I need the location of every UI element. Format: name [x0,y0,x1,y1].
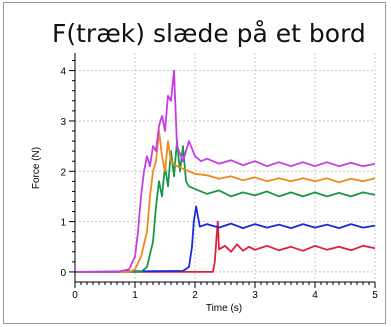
y-tick-label: 0 [60,268,66,279]
y-tick-label: 4 [60,67,66,78]
grid [74,53,376,282]
x-tick-label: 1 [132,290,138,301]
axes: 0 1 2 3 4 5 0 1 2 3 4 [60,53,378,301]
series-line-5 [75,69,376,273]
x-tick-label: 0 [72,290,78,301]
series-line-1 [75,220,376,273]
y-tick-label: 1 [60,218,66,229]
x-tick-label: 3 [252,290,258,301]
series-line-2 [74,205,376,273]
chart-title: F(træk) slæde på et bord [52,19,366,48]
series-line-4 [75,130,376,273]
y-tick-label: 2 [60,167,66,178]
x-tick-label: 5 [372,290,378,301]
x-tick-label: 4 [312,290,318,301]
x-axis-label: Time (s) [206,303,242,314]
x-tick-label: 2 [192,290,198,301]
series-line-3 [75,140,376,273]
y-axis-label: Force (N) [31,147,42,189]
series-lines [74,69,376,273]
y-tick-label: 3 [60,117,66,128]
